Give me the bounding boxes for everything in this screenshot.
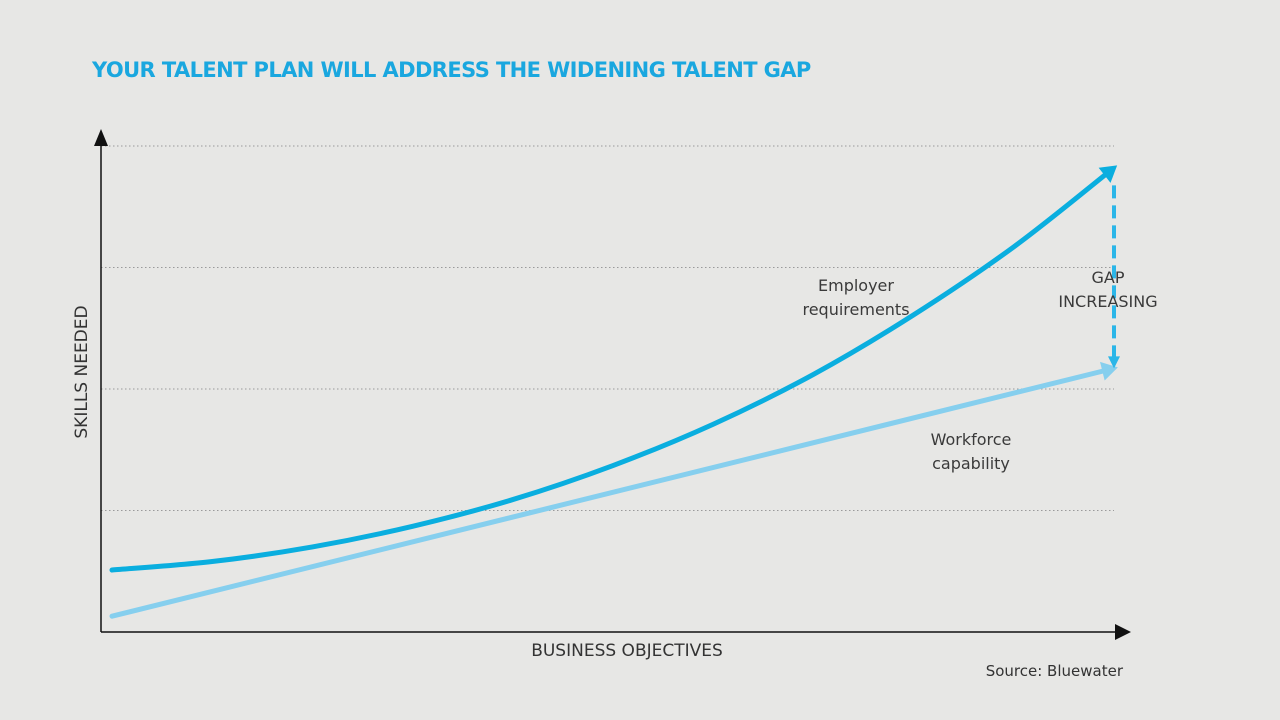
employer-requirements-arrow-icon	[1098, 165, 1118, 183]
employer-requirements-label-line-1: Employer	[818, 276, 894, 295]
workforce-capability-label: Workforce capability	[931, 428, 1012, 476]
y-axis-arrow-icon	[94, 129, 108, 146]
gap-increasing-label-line-1: GAP	[1091, 268, 1125, 287]
x-axis-label: BUSINESS OBJECTIVES	[531, 641, 723, 661]
gap-increasing-label: GAP INCREASING	[1058, 266, 1157, 314]
employer-requirements-label: Employer requirements	[802, 274, 909, 322]
source-note: Source: Bluewater	[985, 662, 1123, 680]
employer-requirements-line	[109, 170, 1110, 573]
workforce-capability-label-line-2: capability	[932, 454, 1010, 473]
employer-requirements-label-line-2: requirements	[802, 300, 910, 319]
gap-increasing-label-line-2: INCREASING	[1058, 292, 1158, 311]
y-axis-label: SKILLS NEEDED	[72, 305, 92, 439]
x-axis-arrow-icon	[1115, 624, 1131, 640]
gap-arrow-down-icon	[1108, 356, 1120, 369]
workforce-capability-label-line-1: Workforce	[930, 430, 1012, 449]
workforce-capability-line	[109, 368, 1108, 619]
chart-title: YOUR TALENT PLAN WILL ADDRESS THE WIDENI…	[92, 58, 811, 82]
